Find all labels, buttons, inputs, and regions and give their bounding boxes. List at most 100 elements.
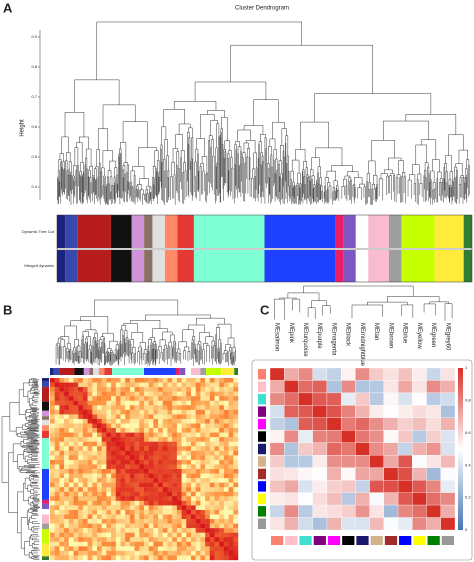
tom-cell	[106, 509, 112, 515]
tom-cell	[73, 446, 79, 451]
tom-cell	[186, 446, 192, 451]
tom-cell	[134, 437, 140, 442]
module-color-bar	[42, 387, 49, 402]
tom-cell	[125, 491, 131, 497]
module-color-bar	[368, 250, 389, 282]
tom-cell	[92, 519, 98, 524]
tom-cell	[78, 473, 84, 479]
correlation-cell	[369, 442, 384, 456]
correlation-cell	[369, 417, 384, 431]
tom-cell	[195, 391, 201, 397]
correlation-cell	[412, 417, 427, 431]
tom-cell	[186, 546, 192, 552]
tom-cell	[111, 500, 116, 506]
correlation-cell	[412, 480, 427, 493]
tom-cell	[214, 418, 220, 424]
tom-cell	[214, 450, 220, 456]
tom-cell	[129, 423, 135, 429]
tom-cell	[191, 509, 196, 515]
tom-cell	[195, 409, 201, 415]
tom-cell	[181, 528, 187, 533]
tom-cell	[68, 450, 74, 456]
tom-cell	[50, 378, 55, 383]
tom-cell	[195, 491, 201, 497]
panel-label: A	[3, 0, 13, 15]
tom-cell	[181, 423, 187, 429]
tom-cell	[78, 428, 84, 433]
tom-cell	[54, 487, 60, 492]
module-color-bar	[42, 381, 49, 388]
dendrogram-title: Cluster Dendrogram	[235, 6, 289, 12]
tom-cell	[50, 423, 55, 429]
tom-cell	[111, 469, 116, 474]
tom-cell	[223, 387, 229, 392]
tom-cell	[162, 514, 168, 520]
tom-cell	[144, 487, 149, 492]
tom-cell	[219, 519, 225, 524]
tom-cell	[233, 432, 239, 438]
tom-cell	[64, 523, 69, 529]
tom-cell	[139, 505, 145, 511]
tom-cell	[162, 496, 168, 502]
correlation-cell	[440, 392, 456, 406]
tom-cell	[191, 428, 196, 433]
tom-cell	[172, 478, 178, 483]
panel-label: C	[260, 302, 270, 317]
tom-cell	[64, 541, 69, 547]
tom-cell	[176, 537, 182, 542]
correlation-cell	[284, 492, 299, 506]
tom-cell	[59, 496, 65, 502]
tom-cell	[125, 382, 131, 388]
correlation-cell	[355, 442, 370, 456]
tom-cell	[68, 473, 74, 479]
tom-cell	[186, 382, 192, 388]
tom-cell	[158, 514, 163, 520]
tom-cell	[106, 555, 112, 561]
tom-cell	[59, 478, 65, 483]
tom-cell	[78, 400, 84, 406]
tom-cell	[97, 519, 102, 524]
correlation-cell	[440, 480, 456, 493]
tom-cell	[233, 464, 239, 470]
tom-cell	[73, 541, 79, 547]
tom-cell	[97, 550, 102, 556]
tom-cell	[101, 450, 107, 456]
tom-cell	[92, 432, 98, 438]
tom-cell	[200, 550, 206, 556]
tom-cell	[205, 469, 210, 474]
tom-cell	[68, 423, 74, 429]
tom-cell	[129, 437, 135, 442]
tom-cell	[87, 396, 93, 401]
tom-cell	[82, 523, 88, 529]
module-swatch	[370, 536, 383, 545]
tom-cell	[59, 396, 65, 401]
tom-cell	[82, 464, 88, 470]
tom-cell	[153, 519, 159, 524]
tom-cell	[50, 528, 55, 533]
tom-cell	[228, 455, 234, 461]
tom-cell	[200, 496, 206, 502]
correlation-cell	[397, 480, 413, 493]
tom-cell	[233, 455, 239, 461]
tom-cell	[195, 482, 201, 488]
tom-cell	[120, 378, 126, 383]
tom-cell	[111, 523, 116, 529]
tom-cell	[82, 414, 88, 420]
tom-cell	[186, 555, 192, 561]
module-color-bar	[42, 469, 49, 500]
tom-cell	[223, 418, 229, 424]
tom-cell	[162, 405, 168, 411]
tom-cell	[101, 428, 107, 433]
tom-cell	[87, 464, 93, 470]
tom-cell	[134, 555, 140, 561]
tom-cell	[87, 378, 93, 383]
module-color-bar	[177, 250, 194, 282]
tom-cell	[223, 491, 229, 497]
tom-cell	[134, 455, 140, 461]
tom-cell	[172, 459, 178, 465]
tom-cell	[82, 405, 88, 411]
tom-cell	[134, 528, 140, 533]
module-swatch	[413, 536, 426, 545]
tom-cell	[186, 423, 192, 429]
tom-cell	[78, 537, 84, 542]
